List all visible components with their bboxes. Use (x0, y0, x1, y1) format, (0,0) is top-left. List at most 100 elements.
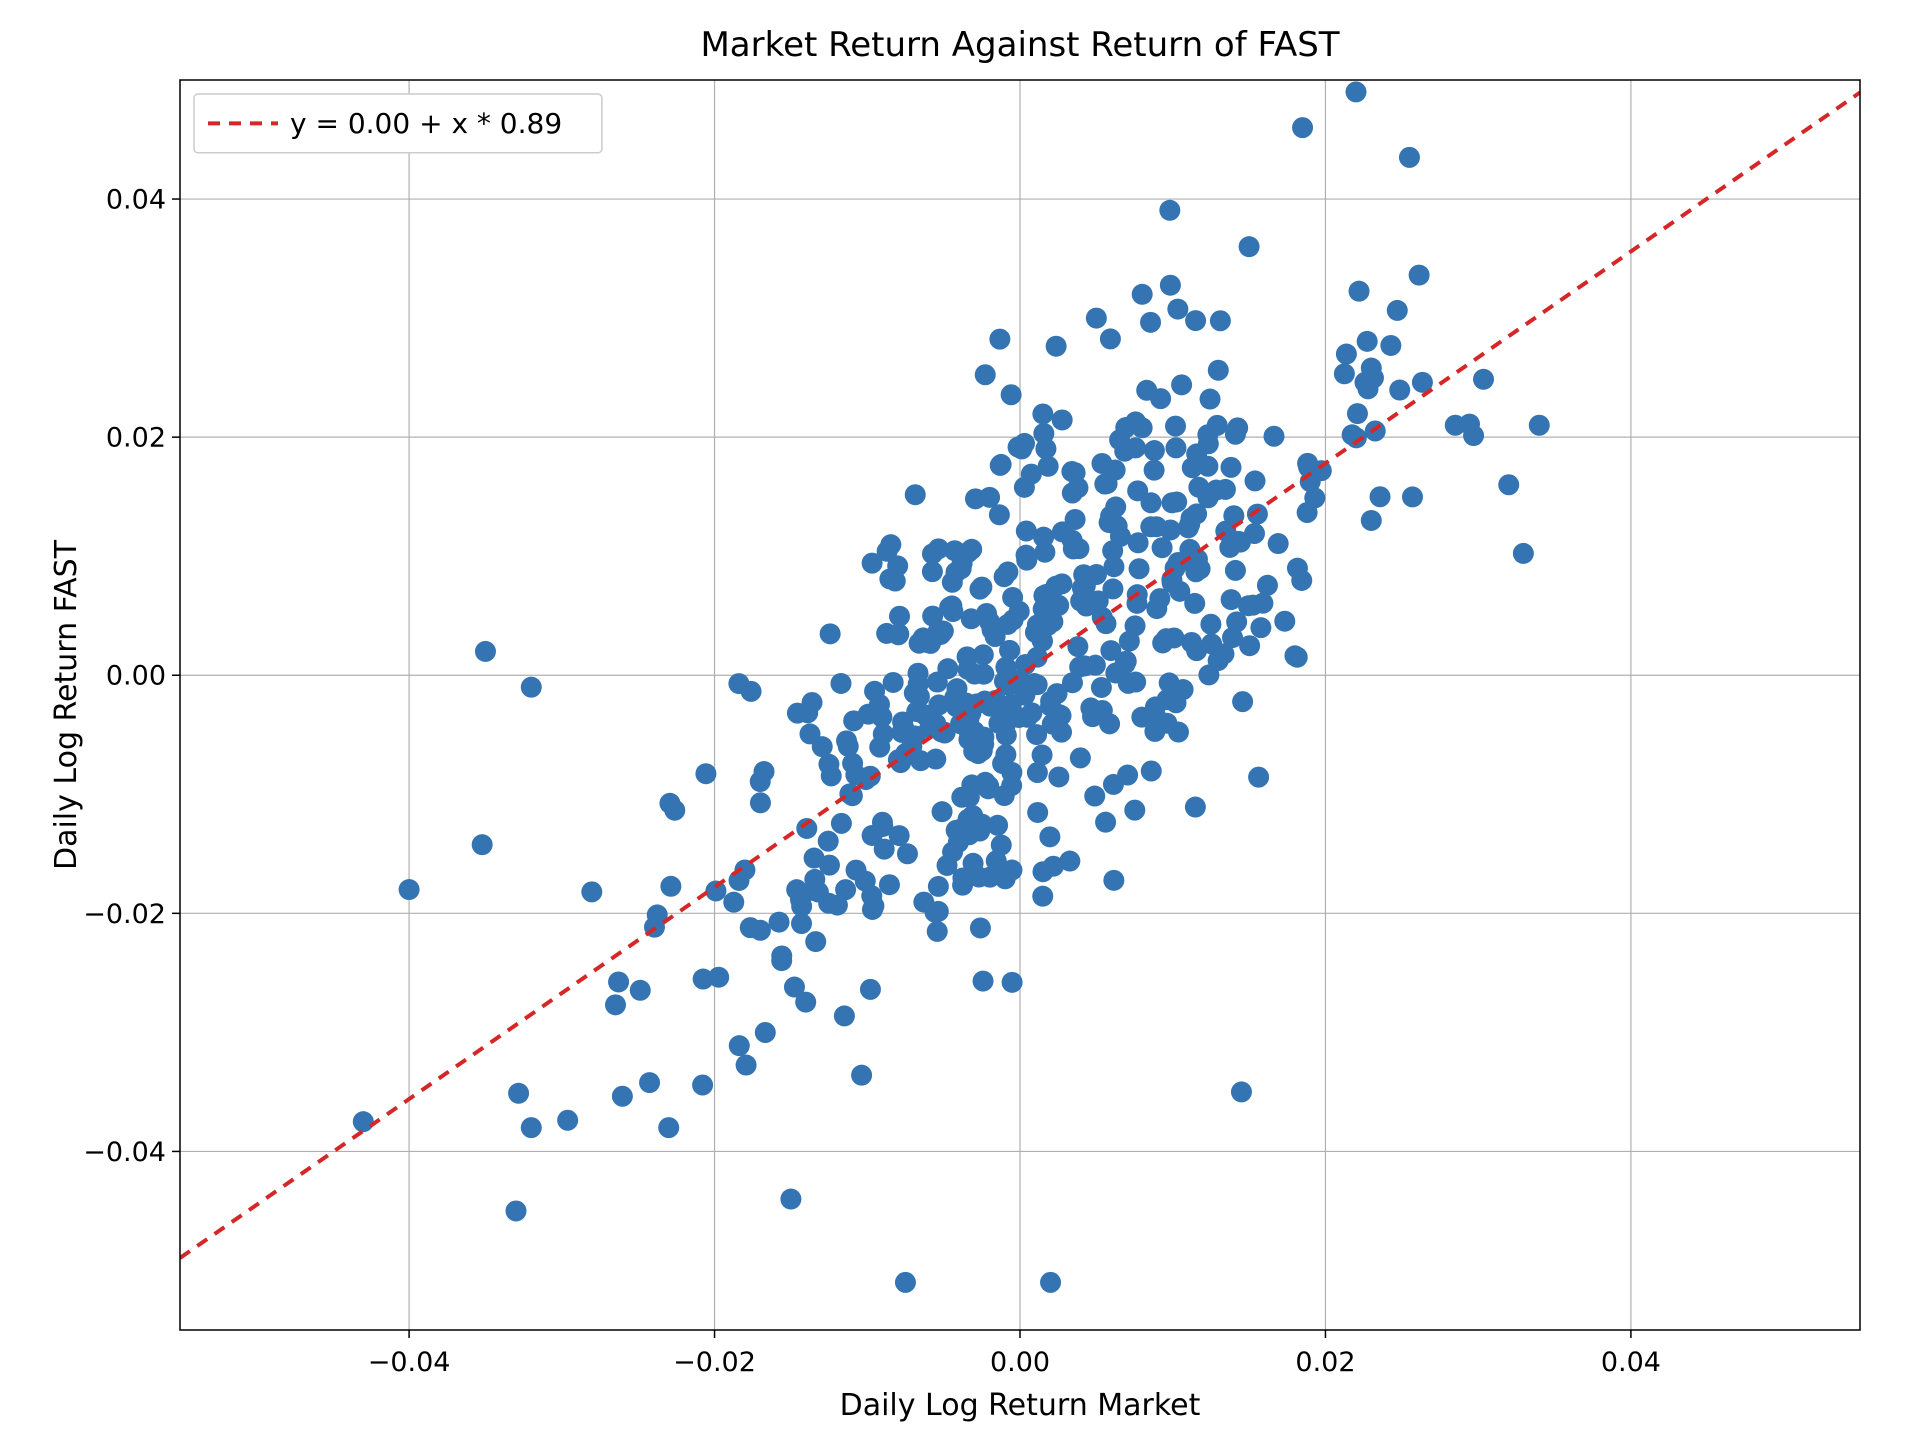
data-point (961, 608, 982, 629)
data-point (506, 1200, 527, 1221)
data-point (1349, 281, 1370, 302)
data-point (831, 813, 852, 834)
data-point (975, 772, 996, 793)
data-point (993, 696, 1014, 717)
data-point (741, 681, 762, 702)
data-point (1257, 575, 1278, 596)
data-point (1227, 417, 1248, 438)
data-point (897, 843, 918, 864)
x-tick-label: 0.04 (1601, 1347, 1661, 1378)
data-point (925, 749, 946, 770)
data-point (521, 677, 542, 698)
data-point (1292, 117, 1313, 138)
data-point (1118, 673, 1139, 694)
data-point (905, 484, 926, 505)
data-point (1119, 631, 1140, 652)
legend-label: y = 0.00 + x * 0.89 (290, 107, 562, 140)
data-point (992, 753, 1013, 774)
data-point (799, 723, 820, 744)
data-point (1037, 615, 1058, 636)
data-point (877, 541, 898, 562)
data-point (1445, 415, 1466, 436)
data-point (1181, 508, 1202, 529)
data-point (399, 879, 420, 900)
data-point (658, 1117, 679, 1138)
data-point (475, 641, 496, 662)
data-point (1198, 433, 1219, 454)
data-point (1210, 310, 1231, 331)
data-point (994, 566, 1015, 587)
data-point (1085, 655, 1106, 676)
data-point (952, 553, 973, 574)
data-point (1140, 516, 1161, 537)
data-point (838, 736, 859, 757)
data-point (740, 917, 761, 938)
data-point (1100, 640, 1121, 661)
data-point (969, 579, 990, 600)
data-point (973, 727, 994, 748)
data-point (1067, 477, 1088, 498)
data-point (1048, 766, 1069, 787)
data-point (862, 899, 883, 920)
data-point (1100, 328, 1121, 349)
data-point (928, 876, 949, 897)
data-point (937, 855, 958, 876)
data-point (1099, 512, 1120, 533)
data-point (1014, 685, 1035, 706)
chart-title: Market Return Against Return of FAST (700, 25, 1339, 65)
data-point (755, 1022, 776, 1043)
data-point (1346, 81, 1367, 102)
data-point (1274, 611, 1295, 632)
data-point (1402, 486, 1423, 507)
data-point (784, 977, 805, 998)
data-point (1171, 374, 1192, 395)
data-point (692, 1075, 713, 1096)
data-point (927, 921, 948, 942)
data-point (843, 710, 864, 731)
data-point (771, 950, 792, 971)
data-point (895, 1272, 916, 1293)
data-point (1140, 312, 1161, 333)
data-point (1167, 299, 1188, 320)
data-point (834, 1005, 855, 1026)
data-point (1144, 460, 1165, 481)
data-point (780, 1189, 801, 1210)
y-tick-label: 0.02 (106, 423, 166, 454)
data-point (1117, 765, 1138, 786)
data-point (860, 979, 881, 1000)
data-point (952, 875, 973, 896)
data-point (989, 504, 1010, 525)
data-point (1067, 636, 1088, 657)
data-point (1165, 437, 1186, 458)
data-point (1027, 802, 1048, 823)
data-point (927, 672, 948, 693)
data-point (1002, 972, 1023, 993)
data-point (695, 763, 716, 784)
data-point (1016, 545, 1037, 566)
data-point (1334, 363, 1355, 384)
data-point (939, 597, 960, 618)
data-point (1094, 473, 1115, 494)
data-point (1136, 380, 1157, 401)
y-tick-label: 0.04 (106, 184, 166, 215)
data-point (1208, 360, 1229, 381)
x-axis-label: Daily Log Return Market (840, 1388, 1201, 1423)
data-point (750, 792, 771, 813)
data-point (975, 364, 996, 385)
data-point (1165, 416, 1186, 437)
data-point (922, 561, 943, 582)
data-point (830, 673, 851, 694)
data-point (754, 761, 775, 782)
legend: y = 0.00 + x * 0.89 (194, 94, 602, 153)
data-point (1032, 744, 1053, 765)
data-point (1409, 265, 1430, 286)
data-point (1011, 438, 1032, 459)
data-point (930, 624, 951, 645)
data-point (879, 568, 900, 589)
y-axis-label: Daily Log Return FAST (49, 539, 84, 870)
data-point (1109, 429, 1130, 450)
data-point (1232, 691, 1253, 712)
data-point (1231, 1081, 1252, 1102)
data-point (932, 801, 953, 822)
data-point (797, 702, 818, 723)
